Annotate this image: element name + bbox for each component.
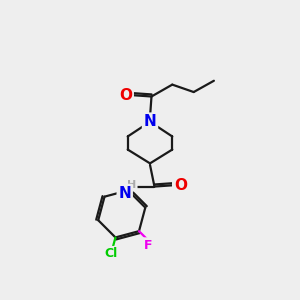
Text: H: H <box>127 180 136 190</box>
Text: F: F <box>144 239 152 252</box>
Text: Cl: Cl <box>104 248 117 260</box>
Text: O: O <box>119 88 132 103</box>
Text: N: N <box>144 114 156 129</box>
Text: O: O <box>174 178 187 193</box>
Text: N: N <box>118 186 131 201</box>
